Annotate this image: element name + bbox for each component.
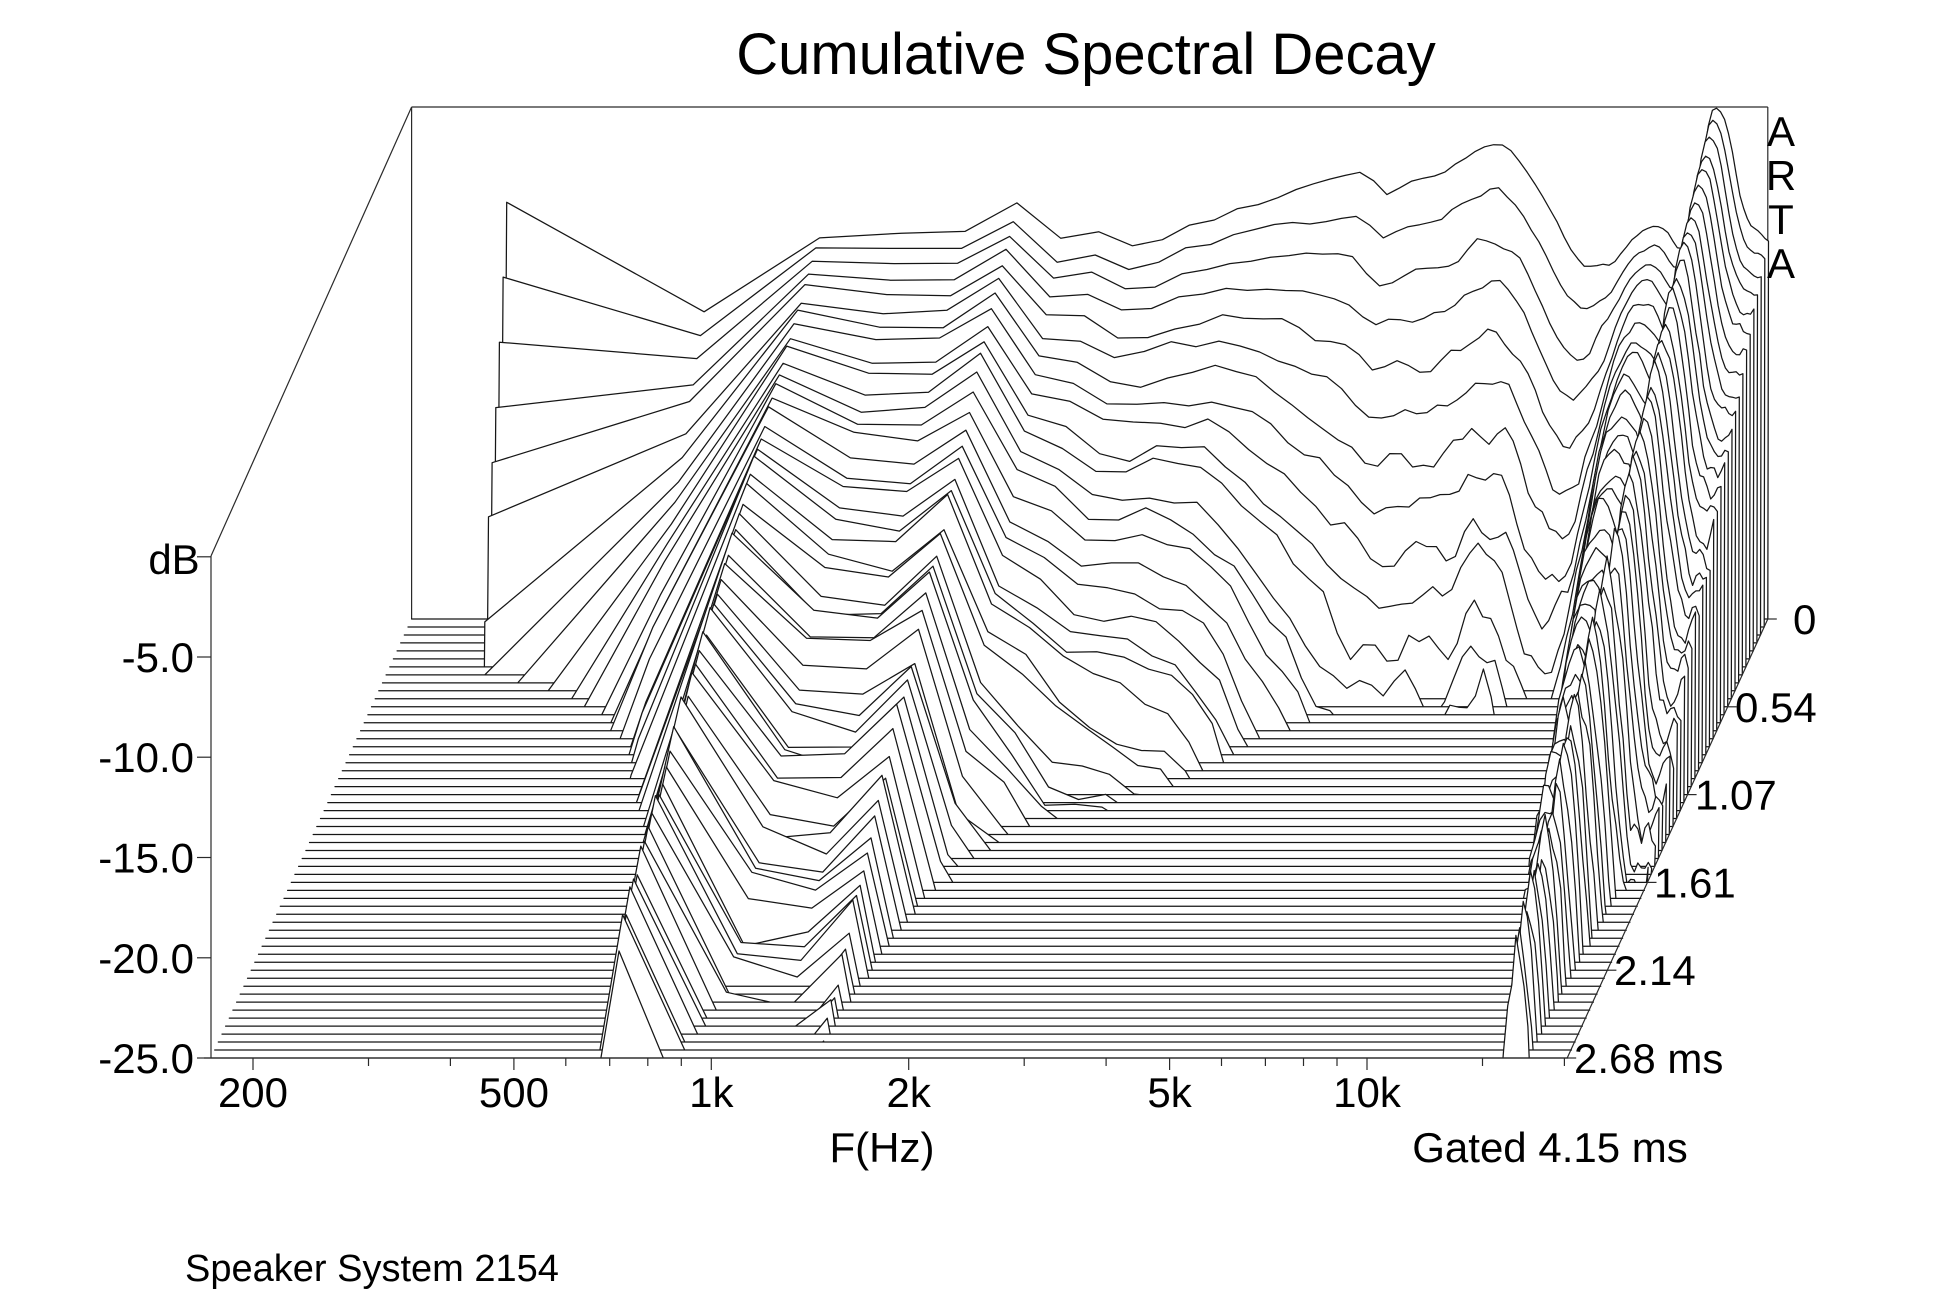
svg-text:R: R	[1766, 152, 1796, 199]
svg-text:Cumulative Spectral Decay: Cumulative Spectral Decay	[736, 22, 1436, 87]
svg-text:-20.0: -20.0	[98, 935, 194, 982]
svg-text:T: T	[1768, 196, 1794, 243]
svg-text:-5.0: -5.0	[122, 634, 194, 681]
svg-text:1k: 1k	[689, 1069, 734, 1116]
svg-text:dB: dB	[148, 536, 199, 583]
svg-text:A: A	[1767, 108, 1795, 155]
svg-text:-25.0: -25.0	[98, 1035, 194, 1082]
svg-text:-10.0: -10.0	[98, 734, 194, 781]
svg-text:2.14: 2.14	[1614, 947, 1696, 994]
svg-text:500: 500	[479, 1069, 549, 1116]
svg-text:10k: 10k	[1333, 1069, 1402, 1116]
svg-text:A: A	[1767, 240, 1795, 287]
svg-text:2k: 2k	[887, 1069, 932, 1116]
svg-text:0.54: 0.54	[1735, 684, 1817, 731]
svg-text:-15.0: -15.0	[98, 835, 194, 882]
svg-text:1.07: 1.07	[1695, 772, 1777, 819]
svg-text:Speaker System 2154: Speaker System 2154	[185, 1248, 559, 1290]
svg-text:2.68 ms: 2.68 ms	[1574, 1035, 1723, 1082]
svg-text:0: 0	[1793, 596, 1816, 643]
svg-text:200: 200	[218, 1069, 288, 1116]
svg-text:F(Hz): F(Hz)	[830, 1124, 935, 1171]
svg-text:1.61: 1.61	[1654, 859, 1736, 906]
svg-text:Gated 4.15 ms: Gated 4.15 ms	[1412, 1124, 1687, 1171]
svg-text:5k: 5k	[1147, 1069, 1192, 1116]
